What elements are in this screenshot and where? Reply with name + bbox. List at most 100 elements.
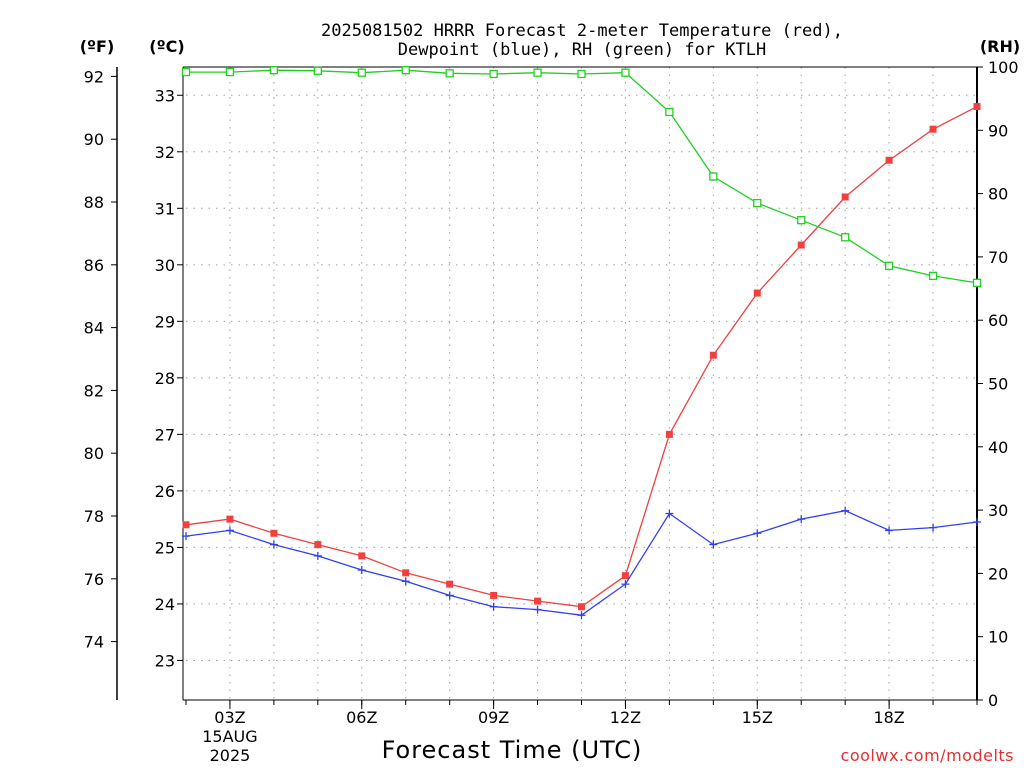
rh-point: [225, 67, 235, 77]
temperature-point: [621, 572, 629, 580]
temperature-point: [534, 597, 542, 605]
dewpoint-point: [313, 551, 322, 560]
temperature-point: [665, 430, 673, 438]
dewpoint-point: [841, 506, 850, 515]
celsius-tick-label: 29: [155, 312, 175, 331]
temperature-point: [270, 529, 278, 537]
dewpoint-point: [797, 515, 806, 524]
dewpoint-point: [929, 523, 938, 532]
rh-tick-label: 70: [988, 248, 1008, 267]
x-tick-label: 15Z: [742, 708, 773, 727]
dewpoint-point: [533, 605, 542, 614]
temperature-point: [929, 125, 937, 133]
temperature-point: [226, 515, 234, 523]
x-tick-label: 03Z: [214, 708, 245, 727]
credit-link[interactable]: coolwx.com/modelts: [841, 746, 1014, 765]
temperature-point: [182, 521, 190, 529]
rh-tick-label: 0: [988, 691, 998, 710]
x-tick-label: 12Z: [610, 708, 641, 727]
celsius-tick-label: 28: [155, 369, 175, 388]
fahrenheit-tick-label: 86: [84, 256, 104, 275]
celsius-tick-label: 26: [155, 482, 175, 501]
fahrenheit-tick-label: 92: [84, 67, 104, 86]
dewpoint-point: [269, 540, 278, 549]
chart-title-line2: Dewpoint (blue), RH (green) for KTLH: [398, 40, 766, 60]
temperature-point: [402, 569, 410, 577]
fahrenheit-tick-label: 90: [84, 130, 104, 149]
fahrenheit-tick-label: 82: [84, 381, 104, 400]
celsius-tick-label: 33: [155, 86, 175, 105]
temperature-line: [185, 106, 978, 608]
chart-title-line1: 2025081502 HRRR Forecast 2-meter Tempera…: [321, 21, 843, 41]
rh-point: [401, 66, 410, 75]
celsius-unit-label: (ºC): [149, 37, 184, 56]
dewpoint-point: [489, 602, 498, 611]
celsius-tick-label: 32: [155, 143, 175, 162]
rh-tick-label: 100: [988, 58, 1019, 77]
fahrenheit-tick-label: 78: [84, 507, 104, 526]
axes: 23 24 25 26 27 28 29 30 31 32 33 74 76 78 80 82 84 86 88 90…: [84, 58, 1019, 765]
rh-tick-label: 10: [988, 628, 1008, 647]
rh-point: [313, 66, 322, 75]
fahrenheit-tick-label: 74: [84, 633, 104, 652]
temperature-point: [885, 156, 893, 164]
celsius-tick-label: 24: [155, 595, 175, 614]
temperature-point: [841, 193, 849, 201]
dewpoint-point: [973, 517, 981, 526]
rh-tick-label: 90: [988, 121, 1008, 140]
grid: [186, 67, 977, 700]
temperature-point: [578, 603, 585, 611]
dewpoint-point: [182, 532, 190, 541]
rh-tick-label: 80: [988, 185, 1008, 204]
celsius-tick-label: 23: [155, 651, 175, 670]
fahrenheit-tick-label: 84: [84, 319, 104, 338]
rh-point: [884, 261, 894, 270]
dewpoint-point: [753, 529, 762, 538]
dewpoint-point: [665, 509, 674, 518]
rh-unit-label: (RH): [980, 37, 1020, 56]
rh-point: [489, 69, 498, 79]
rh-tick-label: 20: [988, 564, 1008, 583]
rh-tick-label: 30: [988, 501, 1008, 520]
temperature-point: [797, 241, 805, 249]
dewpoint-point: [885, 526, 894, 535]
dewpoint-point: [577, 611, 586, 620]
temperature-point: [753, 289, 761, 297]
rh-point: [797, 216, 806, 225]
x-axis-label: Forecast Time (UTC): [382, 736, 643, 764]
dewpoint-point: [445, 591, 454, 600]
rh-tick-label: 50: [988, 375, 1008, 394]
celsius-tick-label: 30: [155, 256, 175, 275]
temperature-point: [446, 580, 454, 588]
rh-point: [269, 66, 279, 75]
series-layer: [181, 66, 982, 620]
dewpoint-point: [621, 580, 630, 589]
rh-point: [841, 233, 850, 242]
celsius-tick-label: 31: [155, 199, 175, 218]
dewpoint-point: [709, 540, 718, 549]
dewpoint-point: [401, 577, 410, 586]
rh-point: [357, 68, 366, 77]
fahrenheit-tick-label: 88: [84, 193, 104, 212]
rh-tick-label: 40: [988, 438, 1008, 457]
fahrenheit-tick-label: 80: [84, 444, 104, 463]
rh-point: [621, 68, 630, 77]
rh-tick-label: 60: [988, 311, 1008, 330]
rh-point: [753, 198, 762, 208]
fahrenheit-unit-label: (ºF): [80, 37, 115, 56]
x-tick-label: 09Z: [478, 708, 509, 727]
rh-point: [709, 172, 718, 181]
celsius-tick-label: 27: [155, 425, 175, 444]
rh-point: [181, 67, 191, 77]
rh-point: [533, 68, 542, 77]
dewpoint-point: [225, 526, 234, 535]
rh-line: [186, 69, 978, 284]
rh-point: [665, 107, 674, 117]
x-tick-date-label: 15AUG: [202, 727, 257, 746]
temperature-point: [314, 541, 322, 549]
dewpoint-point: [357, 566, 366, 575]
celsius-tick-label: 25: [155, 538, 175, 557]
fahrenheit-tick-label: 76: [84, 570, 104, 589]
temperature-point: [973, 103, 981, 111]
